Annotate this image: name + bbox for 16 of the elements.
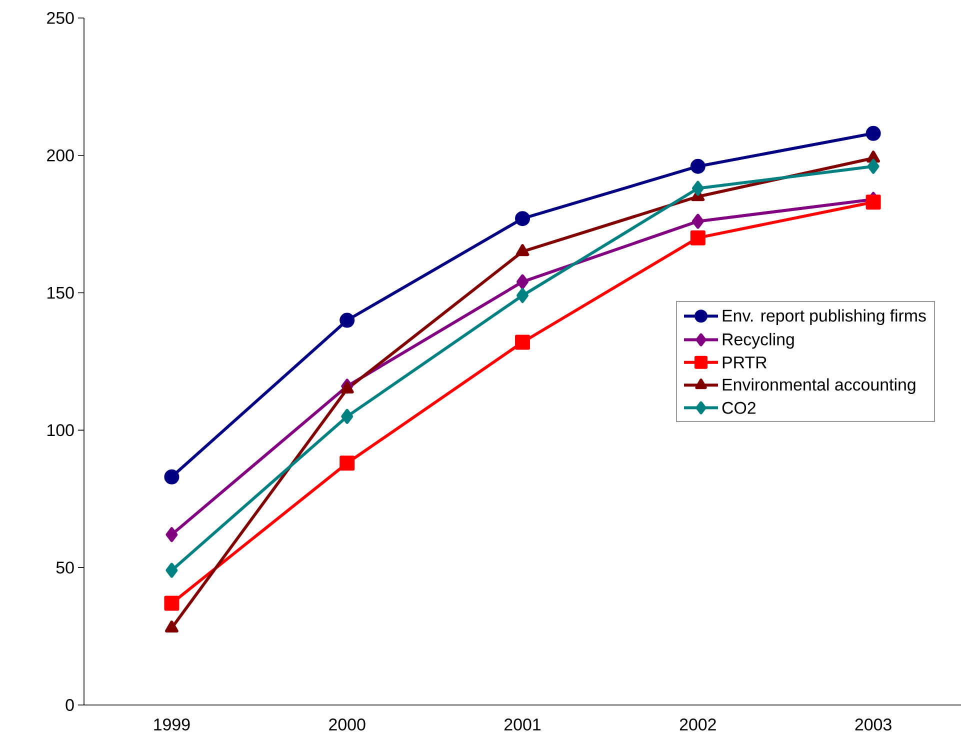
x-tick-label: 2002 bbox=[680, 718, 716, 730]
legend-label: Recycling bbox=[722, 332, 794, 349]
x-tick-label: 2000 bbox=[329, 718, 366, 730]
y-tick-label: 150 bbox=[48, 286, 74, 299]
legend-label: PRTR bbox=[722, 356, 767, 368]
y-tick-label: 0 bbox=[66, 698, 74, 711]
legend-label: Env. report publishing firms bbox=[722, 309, 926, 326]
y-tick-label: 200 bbox=[47, 149, 74, 162]
y-tick-label: 250 bbox=[47, 12, 74, 24]
x-tick-label: 1999 bbox=[154, 718, 190, 730]
y-tick-label: 50 bbox=[56, 562, 74, 574]
x-tick-label: 2001 bbox=[504, 718, 541, 730]
legend-label: CO2 bbox=[722, 402, 756, 414]
legend-label: Environmental accounting bbox=[722, 378, 916, 394]
x-tick-label: 2003 bbox=[855, 718, 892, 730]
y-tick-label: 100 bbox=[48, 424, 74, 436]
